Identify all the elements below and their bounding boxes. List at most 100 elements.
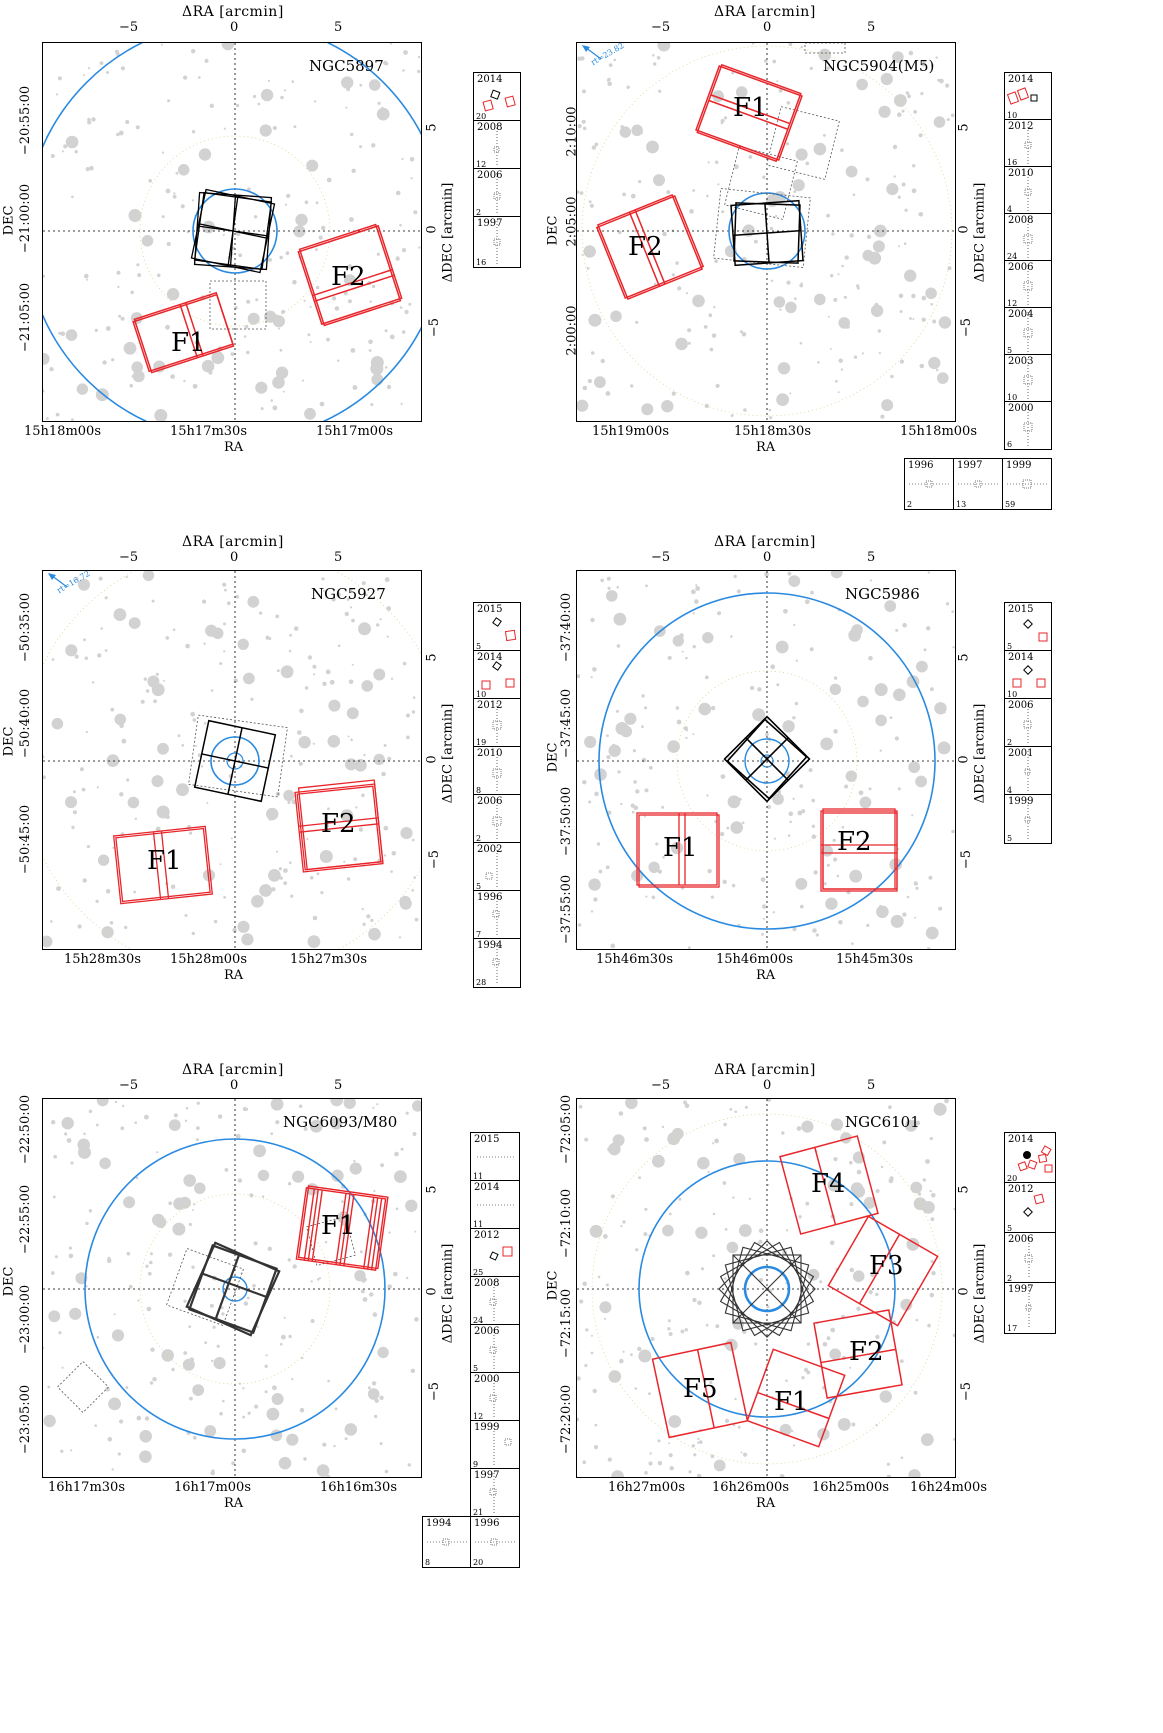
background-star [322, 681, 327, 686]
background-star [245, 1107, 249, 1111]
epoch-box: 2014 10 [473, 650, 521, 700]
background-star [81, 787, 86, 792]
ra-tick-4: 16h24m00s [910, 1480, 987, 1495]
background-star [856, 78, 868, 91]
dec-tick-2: −21:00:00 [18, 183, 34, 254]
background-star [208, 370, 213, 375]
background-star [399, 895, 412, 908]
background-star [777, 362, 791, 375]
background-star [304, 200, 309, 204]
background-star [582, 1460, 586, 1464]
bottom-axis-title: RA [756, 440, 776, 455]
background-star [667, 740, 680, 753]
background-star [231, 246, 236, 251]
background-star [353, 857, 358, 862]
background-star [930, 687, 934, 692]
ra-tick-1: 15h18m00s [24, 424, 101, 439]
background-star [141, 235, 154, 247]
right-tick-zero: 0 [424, 1287, 440, 1296]
background-star [255, 381, 268, 394]
right-tick-neg5: −5 [959, 849, 975, 870]
background-star [126, 778, 130, 782]
background-star [726, 1241, 739, 1254]
background-star [859, 796, 872, 809]
background-star [224, 1168, 229, 1172]
background-star [698, 702, 712, 716]
background-star [929, 1189, 932, 1193]
background-star [648, 861, 660, 873]
background-star [750, 685, 755, 691]
background-star [577, 124, 582, 129]
cluster-name: NGC6093/M80 [283, 1113, 398, 1131]
field-label-f5: F5 [683, 1374, 718, 1404]
background-star [237, 1178, 243, 1183]
background-star [793, 190, 797, 194]
dec-tick-3: 2:00:00 [564, 305, 580, 356]
background-star [721, 210, 725, 214]
background-star [341, 76, 354, 89]
background-star [905, 91, 910, 95]
background-star [793, 623, 796, 627]
core-pointings [193, 719, 277, 803]
background-star [805, 1201, 810, 1206]
background-star [406, 1276, 409, 1280]
background-star [823, 134, 826, 137]
background-star [685, 736, 688, 740]
background-star [616, 644, 621, 648]
background-star [917, 1192, 922, 1196]
background-star [605, 1283, 609, 1287]
background-star [406, 713, 410, 718]
background-star [638, 180, 642, 184]
background-star [226, 601, 231, 606]
background-star [868, 1290, 873, 1295]
background-star [858, 790, 864, 796]
dec-tick-4: −72:20:00 [559, 1384, 575, 1455]
background-star [762, 175, 766, 179]
background-star [792, 179, 805, 192]
background-star [588, 800, 592, 804]
background-star [618, 230, 622, 235]
background-star [811, 824, 816, 828]
background-star [201, 359, 215, 373]
background-star [167, 1252, 173, 1257]
background-star [409, 157, 415, 162]
background-star [267, 1246, 272, 1251]
background-star [899, 310, 903, 313]
background-star [316, 1278, 320, 1281]
background-star [606, 590, 618, 602]
background-star [134, 817, 138, 820]
background-star [844, 784, 849, 789]
background-star [704, 675, 709, 680]
background-star [757, 714, 763, 719]
background-star [87, 120, 92, 125]
ra-tick-1: 15h19m00s [592, 424, 669, 439]
background-star [242, 1415, 246, 1419]
background-star [888, 1105, 892, 1110]
background-star [390, 870, 393, 873]
background-star [696, 1473, 702, 1477]
background-star [870, 304, 884, 317]
background-star [282, 390, 285, 393]
background-star [695, 584, 698, 587]
half-light-circle [743, 1265, 791, 1313]
background-star [212, 1325, 216, 1329]
background-star [837, 1418, 851, 1431]
background-star [386, 384, 392, 390]
background-star [662, 855, 665, 859]
background-star [400, 1147, 404, 1151]
top-tick-neg5: −5 [119, 1078, 139, 1093]
background-star [600, 358, 605, 364]
red-fields [132, 223, 403, 374]
field-label-f1: F1 [321, 1211, 356, 1241]
background-star [402, 661, 407, 666]
background-star [95, 1123, 99, 1127]
background-star [43, 352, 50, 365]
background-star [72, 810, 77, 815]
background-star [246, 1296, 250, 1300]
background-star [912, 318, 915, 320]
background-star [345, 106, 348, 109]
background-star [366, 914, 371, 919]
background-star [192, 1435, 197, 1440]
background-star [120, 1126, 125, 1131]
dec-tick-4: −23:05:00 [18, 1384, 34, 1455]
